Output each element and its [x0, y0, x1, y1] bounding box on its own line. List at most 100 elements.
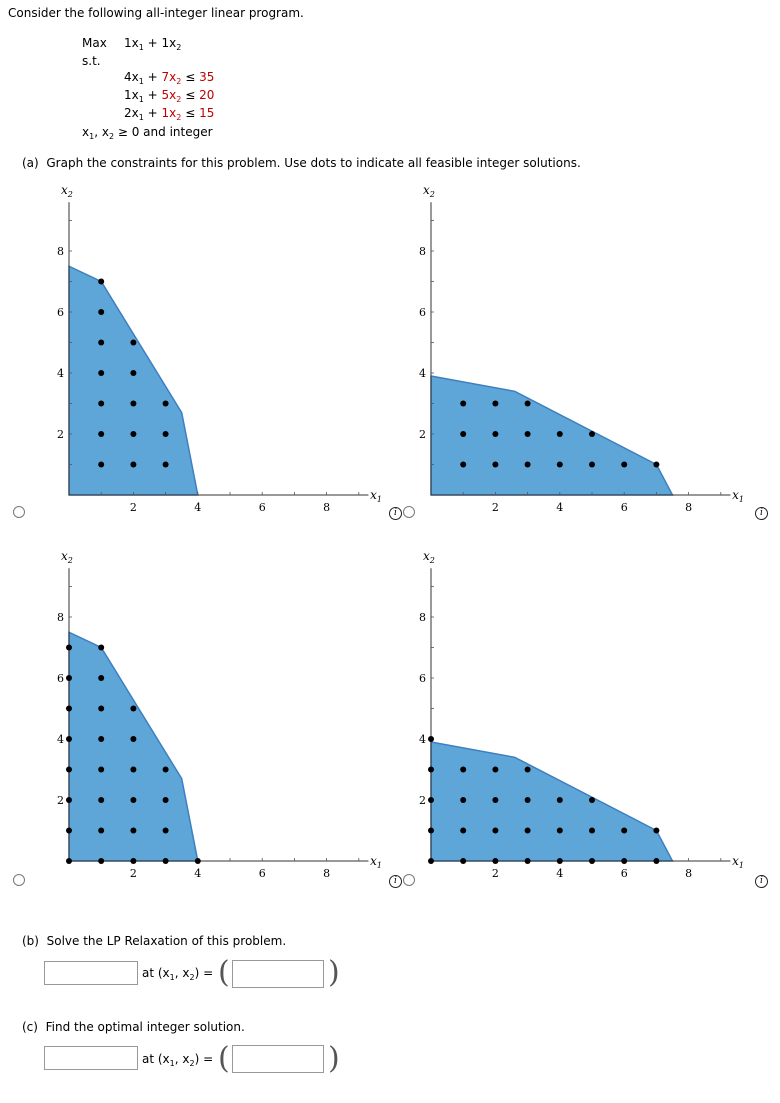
y-axis-label: x2: [61, 549, 73, 565]
graph-option-c: 2 4 6 8 2 4 6 8 x1 x2: [57, 549, 382, 880]
integer-point: [194, 858, 201, 864]
integer-point: [621, 827, 628, 834]
integer-point: [653, 827, 660, 834]
integer-point: [162, 461, 169, 468]
left-paren: (: [218, 955, 230, 990]
part-b-prompt: (b) Solve the LP Relaxation of this prob…: [22, 934, 287, 948]
integer-point: [130, 339, 137, 346]
x-tick-label: 4: [556, 501, 563, 514]
integer-point: [130, 797, 137, 803]
integer-point: [460, 461, 467, 468]
y-tick-label: 4: [419, 367, 426, 380]
feasible-region: [68, 265, 199, 496]
y-tick-label: 6: [419, 672, 426, 685]
left-paren: (: [218, 1041, 230, 1076]
x-tick-label: 4: [194, 501, 201, 514]
objective-label: Max: [82, 36, 107, 50]
integer-point: [589, 797, 595, 803]
y-tick-label: 8: [57, 611, 64, 624]
integer-point: [556, 797, 563, 803]
integer-point: [98, 431, 105, 437]
lp-relaxation-point-input[interactable]: [232, 960, 324, 988]
integer-point: [621, 461, 628, 468]
integer-point: [460, 431, 467, 437]
x-tick-label: 2: [130, 501, 137, 514]
integer-point: [66, 705, 72, 712]
x-axis-label: x1: [370, 488, 382, 504]
part-b-at-label: at (x1, x2) =: [142, 966, 214, 982]
integer-point: [162, 858, 169, 864]
info-icon[interactable]: i: [389, 875, 402, 888]
lp-relaxation-value-input[interactable]: [44, 961, 138, 985]
integer-point: [428, 766, 434, 773]
nonnegativity-constraint: x1, x2 ≥ 0 and integer: [82, 125, 213, 141]
y-tick-label: 6: [419, 306, 426, 319]
x-tick-label: 8: [323, 867, 330, 880]
integer-point: [556, 431, 563, 437]
integer-point: [524, 797, 531, 803]
integer-point: [66, 736, 72, 742]
integer-point: [130, 705, 137, 712]
x-tick-label: 8: [685, 501, 692, 514]
y-axis-label: x2: [423, 549, 435, 565]
y-tick-label: 6: [57, 306, 64, 319]
x-tick-label: 6: [259, 867, 266, 880]
integer-point: [556, 461, 563, 468]
integer-point: [98, 309, 105, 315]
optimal-integer-point-input[interactable]: [232, 1045, 324, 1073]
part-a-prompt: (a) Graph the constraints for this probl…: [22, 156, 581, 170]
y-tick-label: 6: [57, 672, 64, 685]
x-tick-label: 2: [492, 867, 499, 880]
integer-point: [524, 461, 531, 468]
integer-point: [524, 400, 531, 407]
integer-point: [524, 858, 531, 864]
integer-point: [492, 431, 499, 437]
graph-option-a: 2 4 6 8 2 4 6 8 x1 x2: [57, 183, 382, 514]
integer-point: [524, 766, 531, 773]
integer-point: [162, 797, 169, 803]
integer-point: [492, 858, 499, 864]
integer-point: [556, 858, 563, 864]
info-icon[interactable]: i: [755, 875, 768, 888]
integer-point: [492, 766, 499, 773]
y-tick-label: 8: [57, 245, 64, 258]
info-icon[interactable]: i: [389, 507, 402, 520]
optimal-integer-value-input[interactable]: [44, 1046, 138, 1070]
integer-point: [98, 339, 105, 346]
info-icon[interactable]: i: [755, 507, 768, 520]
integer-point: [98, 644, 105, 651]
integer-point: [98, 675, 105, 681]
integer-point: [98, 736, 105, 742]
integer-point: [130, 858, 137, 864]
integer-point: [130, 736, 137, 742]
integer-point: [162, 431, 169, 437]
integer-point: [653, 461, 660, 468]
integer-point: [98, 278, 105, 285]
objective-expression: 1x1 + 1x2: [124, 36, 182, 52]
st-label: s.t.: [82, 54, 101, 68]
integer-point: [162, 827, 169, 834]
y-axis-label: x2: [423, 183, 435, 199]
x-axis-label: x1: [732, 488, 744, 504]
radio-graph-d[interactable]: [403, 874, 415, 886]
integer-point: [428, 797, 434, 803]
constraint-3: 2x1 + 1x2 ≤ 15: [124, 106, 215, 122]
integer-point: [66, 675, 72, 681]
integer-point: [130, 431, 137, 437]
integer-point: [130, 370, 137, 376]
x-tick-label: 4: [194, 867, 201, 880]
integer-point: [66, 858, 72, 864]
radio-graph-c[interactable]: [13, 874, 25, 886]
right-paren: ): [328, 955, 340, 990]
feasible-region: [68, 631, 199, 862]
integer-point: [98, 827, 105, 834]
integer-point: [589, 431, 595, 437]
integer-point: [524, 827, 531, 834]
graph-option-d: 2 4 6 8 2 4 6 8 x1 x2: [419, 549, 744, 880]
constraint-2: 1x1 + 5x2 ≤ 20: [124, 88, 215, 104]
y-tick-label: 2: [57, 794, 64, 807]
radio-graph-a[interactable]: [13, 506, 25, 518]
radio-graph-b[interactable]: [403, 506, 415, 518]
y-tick-label: 2: [57, 428, 64, 441]
integer-point: [589, 858, 595, 864]
